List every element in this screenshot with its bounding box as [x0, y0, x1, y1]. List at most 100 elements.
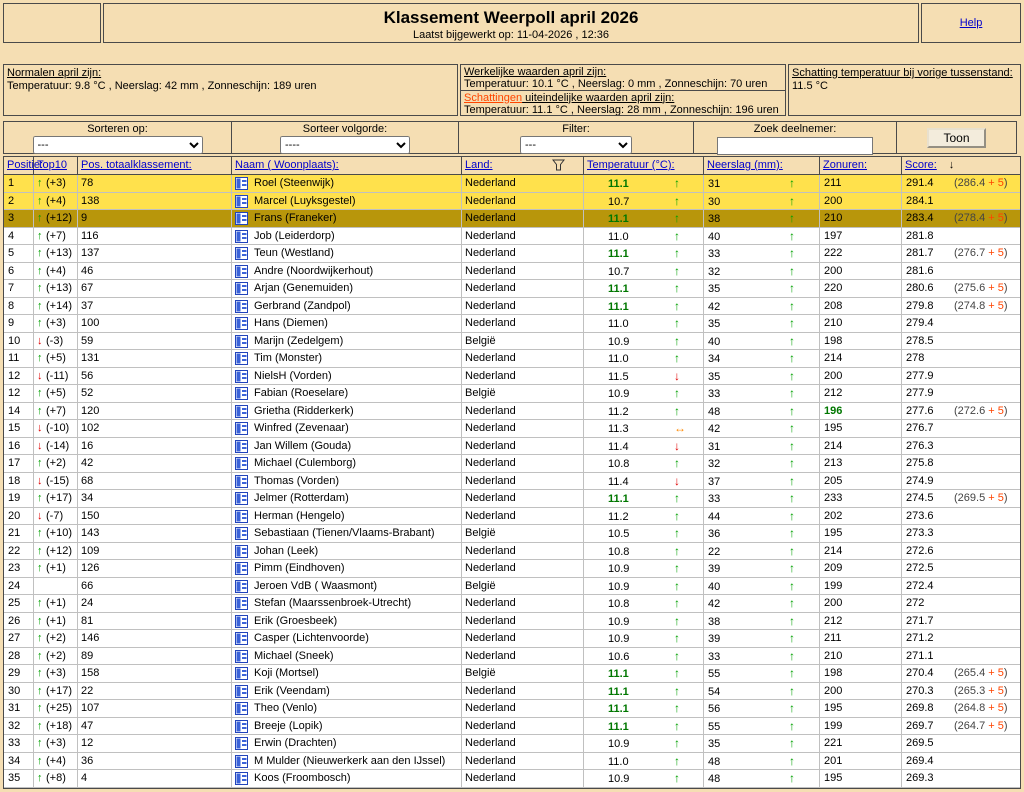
temperatuur-value: 11.1 [608, 703, 629, 715]
profile-icon[interactable] [235, 474, 248, 488]
score-value: 277.9 [906, 369, 934, 382]
column-header-land[interactable]: Land: [465, 159, 493, 171]
table-row: 30 ↑ (+17) 22 Erik (Veendam) Nederland 11… [4, 682, 1020, 700]
score-value: 281.6 [906, 264, 934, 277]
profile-icon[interactable] [235, 492, 248, 506]
position-change: (+17) [46, 492, 72, 504]
profile-icon[interactable] [235, 544, 248, 558]
profile-icon[interactable] [235, 247, 248, 261]
profile-icon[interactable] [235, 509, 248, 523]
werkelijke-section: Werkelijke waarden april zijn: Temperatu… [460, 64, 786, 91]
profile-icon[interactable] [235, 212, 248, 226]
profile-icon[interactable] [235, 177, 248, 191]
participant-name: Michael (Culemborg) [254, 457, 357, 470]
participant-name: Casper (Lichtenvoorde) [254, 632, 369, 645]
participant-name: Erik (Groesbeek) [254, 614, 338, 627]
search-input[interactable] [717, 137, 873, 155]
profile-icon[interactable] [235, 614, 248, 628]
column-header-temperatuur[interactable]: Temperatuur (°C): [587, 159, 675, 171]
order-select[interactable]: ---- [280, 136, 410, 154]
profile-icon[interactable] [235, 772, 248, 786]
profile-icon[interactable] [235, 667, 248, 681]
positie-cell: 26 [4, 612, 34, 629]
profile-icon[interactable] [235, 439, 248, 453]
sort-select[interactable]: --- [32, 136, 203, 154]
profile-icon[interactable] [235, 754, 248, 768]
column-header-naam[interactable]: Naam ( Woonplaats): [235, 159, 339, 171]
profile-icon[interactable] [235, 299, 248, 313]
profile-icon[interactable] [235, 719, 248, 733]
neerslag-trend-icon: ↑ [789, 631, 795, 645]
column-header-totaalklassement[interactable]: Pos. totaalklassement: [81, 159, 192, 171]
neerslag-cell: 48 ↑ [704, 752, 820, 769]
zonuren-cell: 211 [820, 630, 902, 647]
profile-icon[interactable] [235, 282, 248, 296]
profile-icon[interactable] [235, 264, 248, 278]
zonuren-cell: 213 [820, 455, 902, 472]
profile-icon[interactable] [235, 334, 248, 348]
position-change: (+2) [46, 632, 66, 644]
neerslag-trend-icon: ↑ [789, 456, 795, 470]
table-row: 27 ↑ (+2) 146 Casper (Lichtenvoorde) Nede… [4, 630, 1020, 648]
temperatuur-trend-icon: ↓ [674, 473, 680, 488]
profile-icon[interactable] [235, 404, 248, 418]
profile-icon[interactable] [235, 579, 248, 593]
neerslag-value: 22 [708, 545, 721, 558]
profile-icon[interactable] [235, 317, 248, 331]
filter-funnel-icon[interactable] [551, 159, 566, 174]
profile-icon[interactable] [235, 369, 248, 383]
column-header-neerslag[interactable]: Neerslag (mm): [707, 159, 783, 171]
table-row: 15 ↓ (-10) 102 Winfred (Zevenaar) Nederla… [4, 420, 1020, 438]
neerslag-trend-icon: ↑ [789, 596, 795, 610]
position-change: (+3) [46, 177, 66, 189]
temperatuur-cell: 11.1 ↑ [584, 297, 704, 314]
zonuren-value: 212 [824, 614, 843, 627]
position-change-icon: ↑ [37, 387, 43, 399]
profile-icon[interactable] [235, 597, 248, 611]
sort-label: Sorteren op: [87, 123, 148, 135]
schattingen-link[interactable]: Schattingen [464, 91, 523, 104]
score-cell: 277.9 [902, 385, 1020, 402]
column-header-zonuren[interactable]: Zonuren: [823, 159, 868, 171]
score-value: 271.1 [906, 649, 934, 662]
temperatuur-trend-icon: ↑ [674, 386, 680, 400]
score-bonus: (264.8 + 5) [954, 702, 1008, 714]
column-header-top10[interactable]: Top10 [37, 159, 67, 171]
positie-cell: 11 [4, 350, 34, 367]
score-value: 272 [906, 597, 925, 609]
profile-icon[interactable] [235, 684, 248, 698]
profile-icon[interactable] [235, 422, 248, 436]
score-value: 280.6 [906, 282, 934, 294]
column-header-score[interactable]: Score: [905, 159, 937, 171]
help-link[interactable]: Help [959, 17, 983, 29]
score-value: 269.8 [906, 702, 934, 714]
zonuren-value: 196 [824, 404, 843, 417]
profile-icon[interactable] [235, 737, 248, 751]
neerslag-cell: 42 ↑ [704, 420, 820, 437]
profile-icon[interactable] [235, 562, 248, 576]
zonuren-value: 195 [824, 527, 843, 539]
totaalklassement-cell: 89 [78, 647, 232, 664]
profile-icon[interactable] [235, 229, 248, 243]
neerslag-trend-icon: ↑ [789, 421, 795, 435]
profile-icon[interactable] [235, 649, 248, 663]
participant-name: Teun (Westland) [254, 247, 334, 260]
table-row: 29 ↑ (+3) 158 Koji (Mortsel) België 11.1 ↑… [4, 665, 1020, 683]
profile-icon[interactable] [235, 387, 248, 401]
totaalklassement-cell: 150 [78, 507, 232, 524]
temperatuur-cell: 10.9 ↑ [584, 735, 704, 752]
neerslag-cell: 35 ↑ [704, 735, 820, 752]
table-row: 28 ↑ (+2) 89 Michael (Sneek) Nederland 10… [4, 647, 1020, 665]
profile-icon[interactable] [235, 457, 248, 471]
column-header-positie[interactable]: Positie: [7, 159, 44, 171]
filter-select[interactable]: --- [520, 136, 632, 154]
profile-icon[interactable] [235, 352, 248, 366]
profile-icon[interactable] [235, 527, 248, 541]
profile-icon[interactable] [235, 194, 248, 208]
profile-icon[interactable] [235, 632, 248, 646]
show-button[interactable]: Toon [927, 128, 986, 148]
position-change: (+1) [46, 562, 66, 574]
table-row: 9 ↑ (+3) 100 Hans (Diemen) Nederland 11.0… [4, 315, 1020, 333]
profile-icon[interactable] [235, 702, 248, 716]
score-cell: 271.2 [902, 630, 1020, 647]
